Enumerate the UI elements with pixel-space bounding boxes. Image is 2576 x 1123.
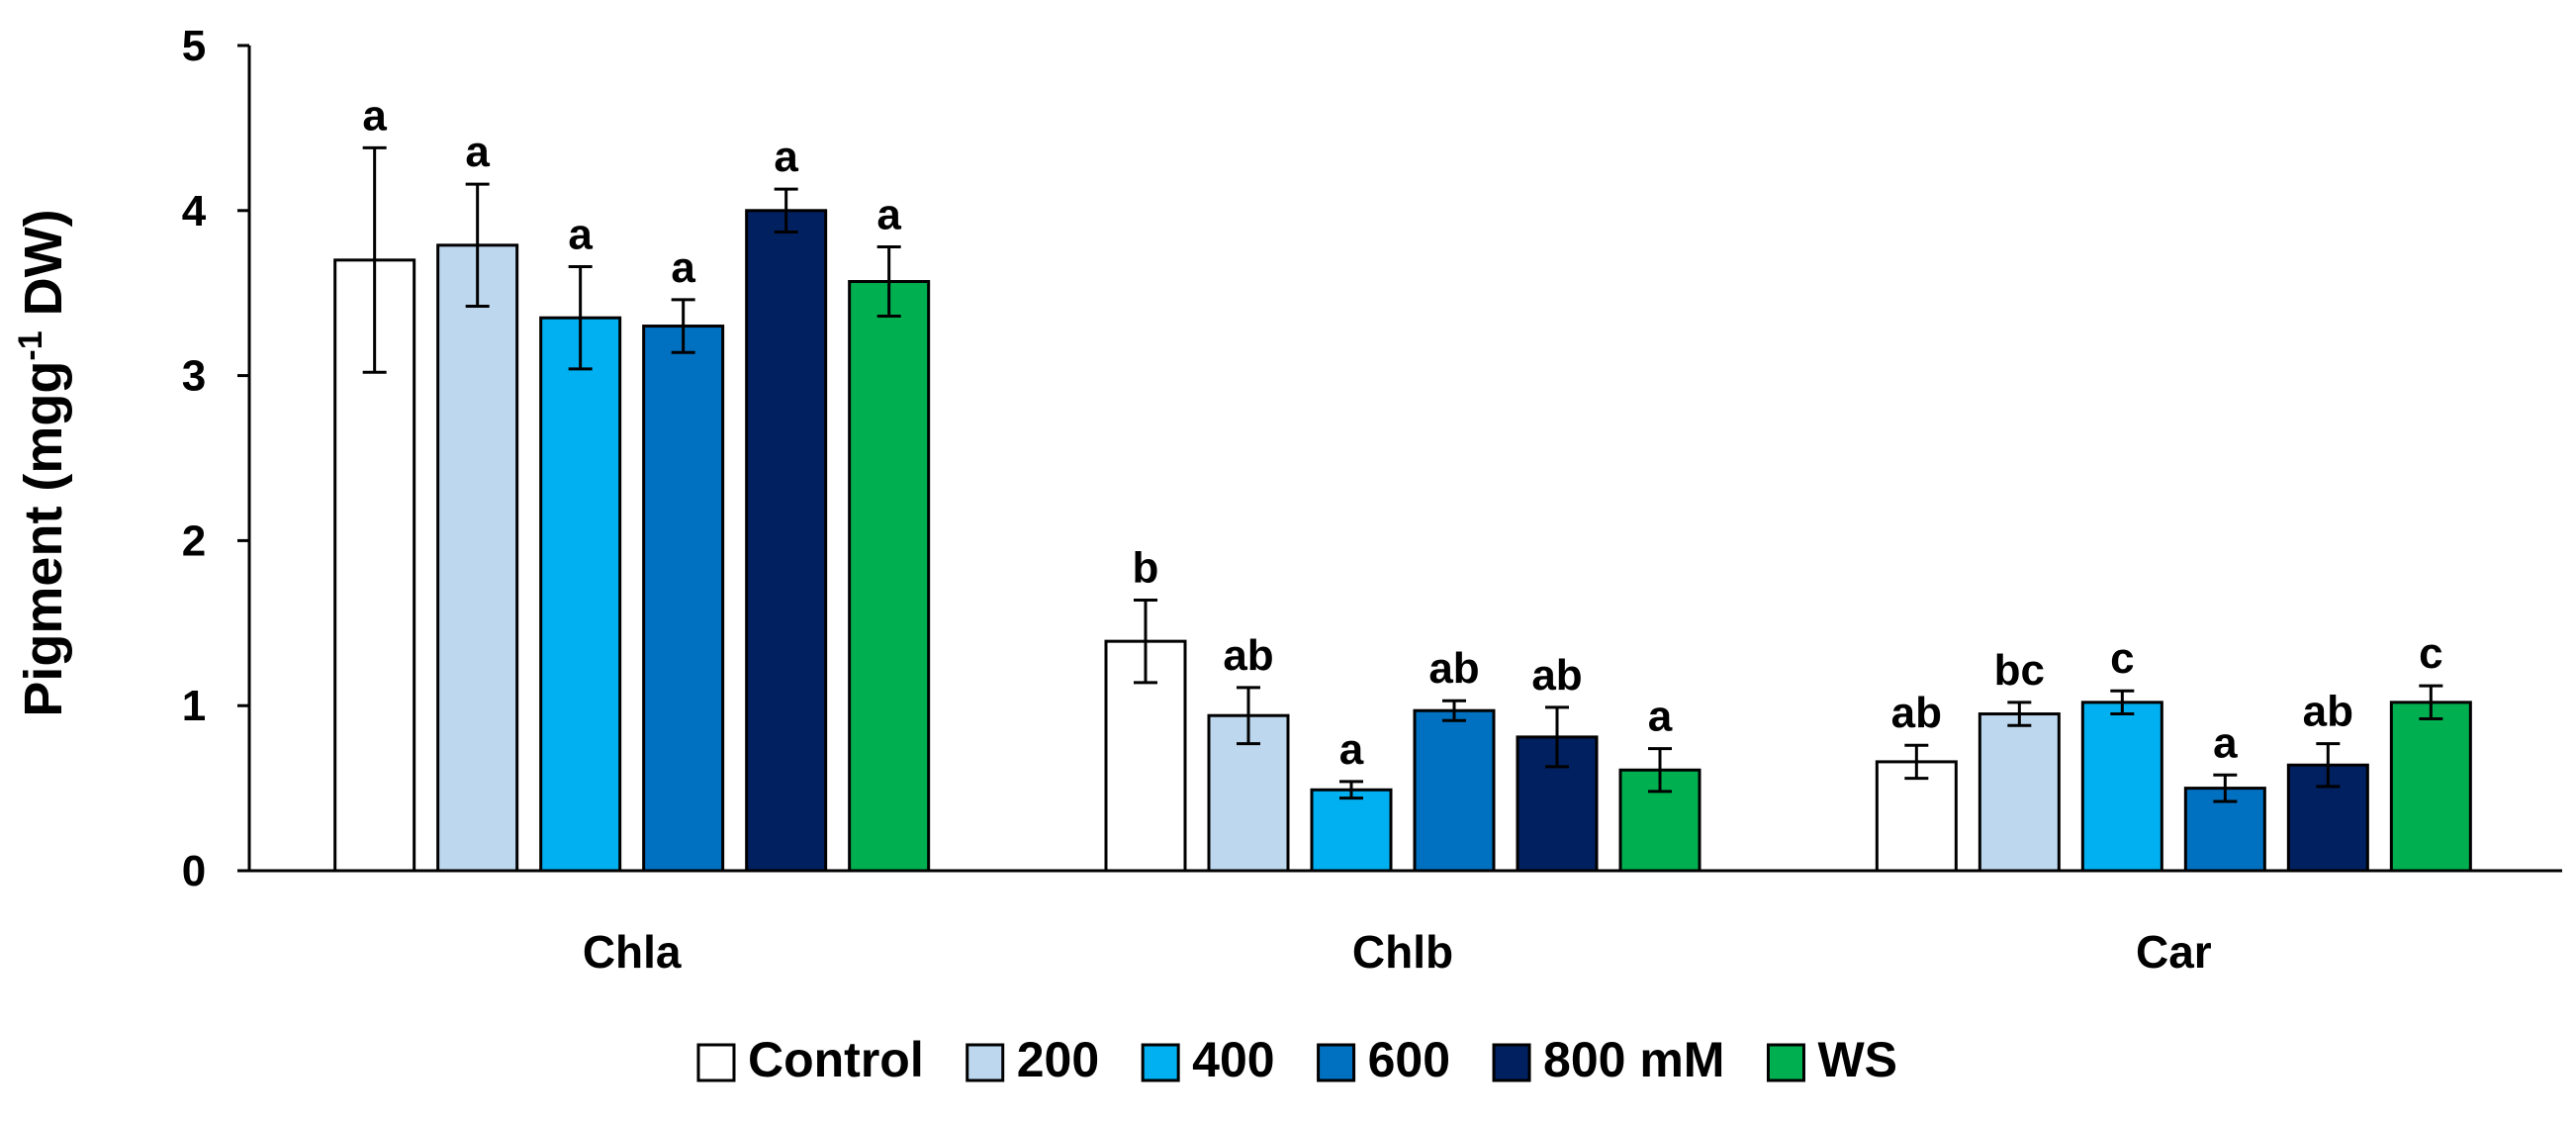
legend-label: 200: [1017, 1032, 1099, 1087]
bar-group-car: ab bc c a ab c Car: [1875, 629, 2472, 978]
significance-label: b: [1133, 543, 1159, 592]
legend-label: Control: [748, 1032, 924, 1087]
significance-label: ab: [1223, 631, 1273, 680]
legend-item: 600: [1317, 1032, 1450, 1087]
significance-label: ab: [1428, 644, 1479, 693]
legend-swatch: [696, 1043, 736, 1082]
legend-label: 600: [1368, 1032, 1450, 1087]
y-axis-title-main: Pigment (mgg: [14, 361, 73, 717]
legend-item: WS: [1766, 1032, 1897, 1087]
significance-label: a: [362, 91, 387, 140]
bar-group-chla: a a a a a a Chla: [333, 91, 931, 978]
plot-area: 0 1 2 3 4 5 a a a a a a Chla b ab a ab ab a Chlb ab bc c a ab c Ca…: [182, 22, 2562, 978]
legend-swatch: [1492, 1043, 1531, 1082]
bar: [1875, 760, 1958, 873]
bar: [1978, 712, 2061, 873]
significance-label: a: [465, 128, 490, 176]
legend-item: 400: [1141, 1032, 1275, 1087]
legend: Control 200 400 600 800 mM WS: [696, 1032, 1897, 1087]
y-axis-title: Pigment (mgg-1 DW): [12, 209, 73, 716]
bar: [539, 316, 622, 873]
legend-item: Control: [696, 1032, 924, 1087]
significance-label: a: [774, 133, 798, 181]
significance-label: ab: [1891, 689, 1942, 737]
bar: [642, 325, 725, 873]
y-axis-title-suffix: DW): [14, 209, 73, 330]
x-category-label: Car: [2136, 926, 2212, 978]
significance-label: a: [568, 211, 593, 259]
legend-item: 800 mM: [1492, 1032, 1724, 1087]
y-tick-label: 0: [182, 847, 206, 895]
y-axis-title-superscript: -1: [12, 330, 49, 360]
significance-label: a: [876, 190, 901, 238]
significance-label: ab: [1531, 651, 1582, 700]
legend-label: 800 mM: [1543, 1032, 1724, 1087]
significance-label: ab: [2303, 688, 2353, 736]
y-tick-label: 4: [182, 187, 207, 235]
bar: [436, 243, 519, 873]
significance-label: a: [1339, 725, 1364, 774]
significance-label: c: [2110, 634, 2134, 683]
y-tick-label: 5: [182, 22, 206, 70]
bar-group-chlb: b ab a ab ab a Chlb: [1104, 543, 1702, 978]
bar: [848, 280, 931, 873]
legend-item: 200: [966, 1032, 1099, 1087]
x-category-label: Chlb: [1352, 926, 1453, 978]
bar: [2389, 701, 2472, 873]
svg-text:Pigment (mgg-1 DW): Pigment (mgg-1 DW): [12, 209, 73, 716]
bar: [1310, 788, 1393, 873]
significance-label: a: [671, 243, 695, 292]
y-tick-label: 3: [182, 352, 206, 401]
legend-swatch: [966, 1043, 1005, 1082]
significance-label: a: [2213, 718, 2238, 767]
bar: [2080, 701, 2163, 873]
legend-swatch: [1766, 1043, 1805, 1082]
bar: [1413, 708, 1496, 873]
significance-label: bc: [1994, 646, 2045, 695]
legend-swatch: [1317, 1043, 1356, 1082]
y-tick-label: 1: [182, 682, 206, 730]
legend-label: 400: [1192, 1032, 1274, 1087]
legend-swatch: [1141, 1043, 1180, 1082]
legend-label: WS: [1817, 1032, 1897, 1087]
x-category-label: Chla: [583, 926, 682, 978]
significance-label: c: [2419, 629, 2442, 678]
significance-label: a: [1648, 693, 1673, 741]
y-tick-label: 2: [182, 516, 206, 565]
bar: [745, 209, 828, 873]
